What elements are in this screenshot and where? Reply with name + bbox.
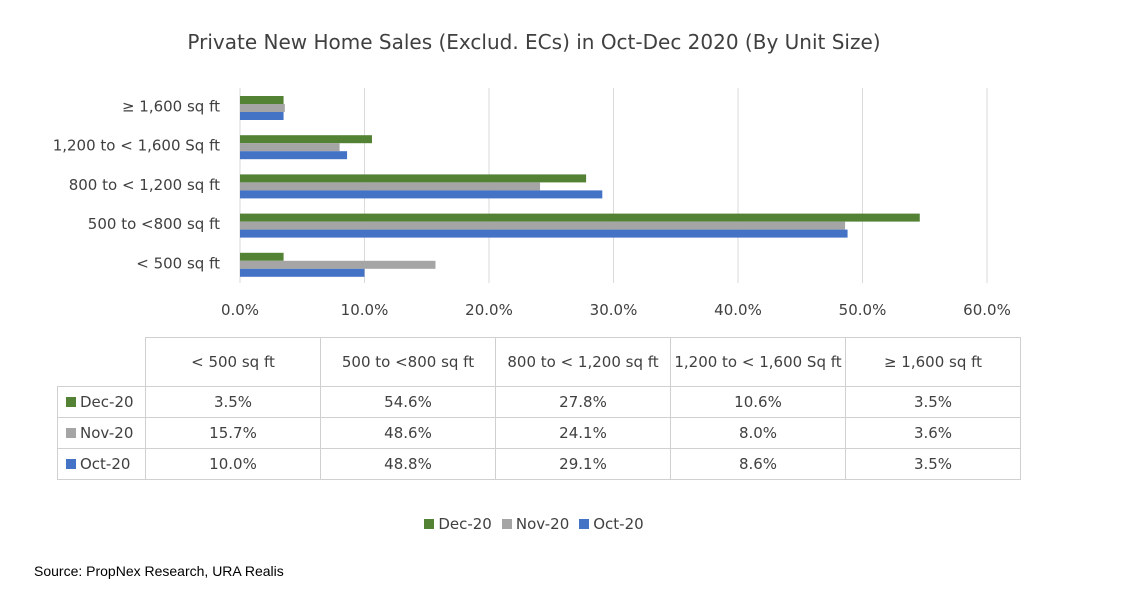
bar-oct-20 — [240, 112, 284, 120]
category-label: 500 to <800 sq ft — [88, 215, 220, 233]
table-row: Nov-20 15.7% 48.6% 24.1% 8.0% 3.6% — [57, 417, 1021, 449]
x-tick-label: 10.0% — [341, 301, 389, 319]
data-table: < 500 sq ft 500 to <800 sq ft 800 to < 1,2… — [57, 337, 1021, 480]
table-cell: 10.6% — [670, 386, 846, 418]
x-tick-label: 20.0% — [465, 301, 513, 319]
table-cell: 8.0% — [670, 417, 846, 449]
series-name: Dec-20 — [80, 393, 134, 411]
bar-dec-20 — [240, 252, 284, 261]
category-label: 1,200 to < 1,600 Sq ft — [53, 137, 220, 155]
bar-nov-20 — [240, 260, 436, 269]
legend-item: Dec-20 — [424, 515, 492, 533]
legend-key-swatch — [66, 428, 76, 438]
legend-swatch — [501, 519, 512, 529]
source-note: Source: PropNex Research, URA Realis — [34, 563, 284, 579]
table-cell: 3.5% — [145, 386, 321, 418]
bar-nov-20 — [240, 104, 285, 112]
table-column-header: < 500 sq ft — [145, 337, 321, 387]
x-tick-label: 30.0% — [590, 301, 638, 319]
table-cell: 3.6% — [845, 417, 1021, 449]
table-cell: 24.1% — [495, 417, 671, 449]
legend-label: Dec-20 — [438, 515, 492, 533]
x-tick-label: 50.0% — [839, 301, 887, 319]
x-tick-label: 40.0% — [714, 301, 762, 319]
bar-oct-20 — [240, 268, 365, 277]
legend-key-swatch — [66, 459, 76, 469]
legend-item: Nov-20 — [501, 515, 570, 533]
category-label: ≥ 1,600 sq ft — [122, 98, 220, 116]
table-corner — [57, 337, 146, 387]
table-column-header: 500 to <800 sq ft — [320, 337, 496, 387]
bar-dec-20 — [240, 135, 372, 144]
bar-dec-20 — [240, 213, 920, 222]
category-label: < 500 sq ft — [136, 254, 220, 272]
chart-legend: Dec-20 Nov-20 Oct-20 — [0, 515, 1068, 533]
table-cell: 29.1% — [495, 448, 671, 480]
bar-oct-20 — [240, 151, 348, 160]
table-cell: 48.8% — [320, 448, 496, 480]
table-cell: 27.8% — [495, 386, 671, 418]
legend-item: Oct-20 — [579, 515, 644, 533]
bar-dec-20 — [240, 174, 587, 183]
table-cell: 48.6% — [320, 417, 496, 449]
legend-key-swatch — [66, 397, 76, 407]
bar-oct-20 — [240, 190, 603, 199]
x-tick-label: 0.0% — [221, 301, 259, 319]
chart-title: Private New Home Sales (Exclud. ECs) in … — [187, 30, 881, 54]
table-row-header: Oct-20 — [57, 448, 146, 480]
data-table-body: Dec-20 3.5% 54.6% 27.8% 10.6% 3.5% Nov-20 15.7%… — [57, 386, 1021, 480]
series-name: Oct-20 — [80, 455, 131, 473]
category-label: 800 to < 1,200 sq ft — [69, 176, 220, 194]
table-column-header: 1,200 to < 1,600 Sq ft — [670, 337, 846, 387]
table-row-header: Dec-20 — [57, 386, 146, 418]
table-cell: 10.0% — [145, 448, 321, 480]
bar-nov-20 — [240, 182, 541, 191]
table-row: Oct-20 10.0% 48.8% 29.1% 8.6% 3.5% — [57, 448, 1021, 480]
legend-swatch — [579, 519, 590, 529]
table-cell: 3.5% — [845, 448, 1021, 480]
bar-chart-plot: 0.0% 10.0% 20.0% 30.0% 40.0% 50.0% 60.0% < 500 … — [53, 88, 1011, 319]
legend-label: Oct-20 — [593, 515, 644, 533]
table-cell: 54.6% — [320, 386, 496, 418]
data-table-header: < 500 sq ft 500 to <800 sq ft 800 to < 1,2… — [57, 337, 1021, 387]
legend-swatch — [424, 519, 435, 529]
bar-nov-20 — [240, 221, 846, 230]
table-row-header: Nov-20 — [57, 417, 146, 449]
bar-oct-20 — [240, 229, 848, 238]
table-column-header: 800 to < 1,200 sq ft — [495, 337, 671, 387]
x-tick-label: 60.0% — [963, 301, 1011, 319]
legend-label: Nov-20 — [515, 515, 570, 533]
table-cell: 15.7% — [145, 417, 321, 449]
table-row: Dec-20 3.5% 54.6% 27.8% 10.6% 3.5% — [57, 386, 1021, 418]
bar-dec-20 — [240, 96, 284, 104]
table-cell: 3.5% — [845, 386, 1021, 418]
table-column-header: ≥ 1,600 sq ft — [845, 337, 1021, 387]
bar-nov-20 — [240, 143, 340, 152]
series-name: Nov-20 — [80, 424, 134, 442]
table-cell: 8.6% — [670, 448, 846, 480]
